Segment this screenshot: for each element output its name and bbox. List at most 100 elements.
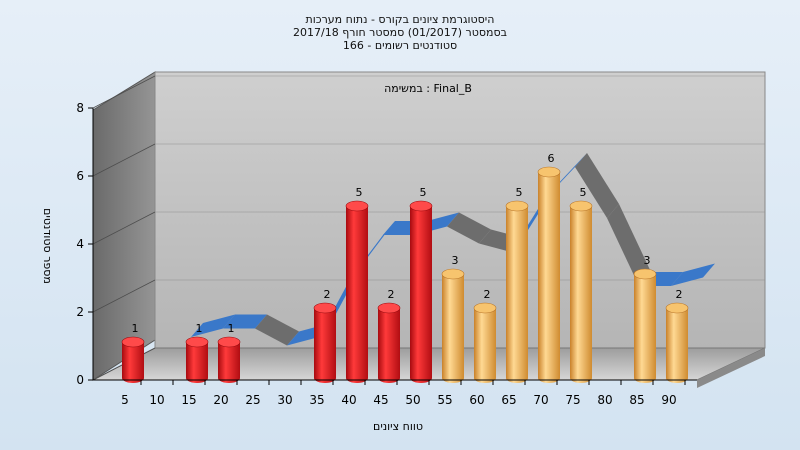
x-tick-label: 20 bbox=[213, 393, 228, 407]
bar-top bbox=[441, 268, 465, 280]
bar-top bbox=[313, 302, 337, 314]
series-annotation: במשימה : Final_B bbox=[384, 82, 472, 95]
bar-body bbox=[570, 206, 592, 383]
x-tick-label: 45 bbox=[373, 393, 388, 407]
x-tick-label: 70 bbox=[533, 393, 548, 407]
x-tick-label: 55 bbox=[437, 393, 452, 407]
bar-body bbox=[474, 308, 496, 383]
y-tick-label: 2 bbox=[76, 305, 84, 319]
y-axis: 0 2 4 6 8 bbox=[76, 101, 94, 387]
bar-top bbox=[569, 200, 593, 212]
bar-value-label: 1 bbox=[228, 322, 235, 335]
trend-segment bbox=[607, 204, 651, 286]
x-tick-label: 30 bbox=[277, 393, 292, 407]
bar-top bbox=[665, 302, 689, 314]
x-tick-label: 5 bbox=[121, 393, 129, 407]
grid-line bbox=[92, 143, 156, 177]
bar-value-label: 2 bbox=[388, 288, 395, 301]
bar: 2 bbox=[665, 288, 689, 383]
bar-body bbox=[634, 274, 656, 383]
bar-value-label: 5 bbox=[580, 186, 587, 199]
bar: 6 bbox=[537, 152, 561, 383]
bar-value-label: 2 bbox=[484, 288, 491, 301]
trend-segment bbox=[223, 314, 267, 329]
x-tick-label: 85 bbox=[629, 393, 644, 407]
bar-body bbox=[506, 206, 528, 383]
trend-segment bbox=[575, 153, 619, 218]
x-tick-label: 25 bbox=[245, 393, 260, 407]
chart-title-line-2: בסמסטר (01/2017) סמסטר חורף 2017/18 bbox=[293, 26, 507, 39]
bar-body bbox=[666, 308, 688, 383]
x-tick-label: 10 bbox=[149, 393, 164, 407]
bar-value-label: 5 bbox=[356, 186, 363, 199]
bar-top bbox=[217, 336, 241, 348]
bar-top bbox=[505, 200, 529, 212]
bar-value-label: 5 bbox=[420, 186, 427, 199]
bar-top bbox=[377, 302, 401, 314]
bar-body bbox=[314, 308, 336, 383]
x-tick-label: 75 bbox=[565, 393, 580, 407]
bar-body bbox=[186, 342, 208, 383]
x-tick-label: 40 bbox=[341, 393, 356, 407]
bar: 3 bbox=[441, 254, 465, 383]
grid-line bbox=[92, 75, 156, 109]
bar-top bbox=[121, 336, 145, 348]
bar-body bbox=[346, 206, 368, 383]
bar-value-label: 6 bbox=[548, 152, 555, 165]
bar: 3 bbox=[633, 254, 657, 383]
chart-title-line-3: סטודנטים רשומים - 166 bbox=[342, 39, 458, 52]
bars-group: 1 1 1 2 5 2 5 3 2 5 6 5 3 2 bbox=[121, 152, 689, 383]
x-tick-label: 15 bbox=[181, 393, 196, 407]
grid-line bbox=[92, 211, 156, 245]
bar: 2 bbox=[377, 288, 401, 383]
bar-top bbox=[185, 336, 209, 348]
bar-body bbox=[218, 342, 240, 383]
trend-segment bbox=[191, 314, 235, 337]
bar-body bbox=[410, 206, 432, 383]
bar-top bbox=[473, 302, 497, 314]
bar: 1 bbox=[185, 322, 209, 383]
y-axis-label: מספר סטודנטים bbox=[41, 208, 54, 284]
y-tick-label: 8 bbox=[76, 101, 84, 115]
bar: 2 bbox=[313, 288, 337, 383]
left-wall bbox=[92, 71, 156, 381]
bar: 5 bbox=[505, 186, 529, 383]
bar-value-label: 5 bbox=[516, 186, 523, 199]
x-tick-label: 65 bbox=[501, 393, 516, 407]
x-axis-label: טווח ציונים bbox=[373, 420, 423, 433]
x-tick-label: 60 bbox=[469, 393, 484, 407]
x-tick-label: 90 bbox=[661, 393, 676, 407]
bar-value-label: 2 bbox=[676, 288, 683, 301]
chart-title-line-1: היסטוגרמת ציונים בקורס - נתוח מערכות bbox=[305, 13, 495, 26]
bar: 1 bbox=[217, 322, 241, 383]
bar-top bbox=[409, 200, 433, 212]
bar-top bbox=[345, 200, 369, 212]
bar-body bbox=[378, 308, 400, 383]
bar: 5 bbox=[409, 186, 433, 383]
bar-value-label: 2 bbox=[324, 288, 331, 301]
trend-segment bbox=[255, 314, 299, 346]
x-tick-label: 35 bbox=[309, 393, 324, 407]
bar-body bbox=[122, 342, 144, 383]
bar-value-label: 3 bbox=[452, 254, 459, 267]
x-tick-label: 80 bbox=[597, 393, 612, 407]
trend-segment bbox=[671, 263, 715, 286]
y-tick-label: 4 bbox=[76, 237, 84, 251]
bar-value-label: 1 bbox=[196, 322, 203, 335]
bar: 2 bbox=[473, 288, 497, 383]
bar: 1 bbox=[121, 322, 145, 383]
grid-line bbox=[92, 279, 156, 313]
bar-top bbox=[633, 268, 657, 280]
x-tick-label: 50 bbox=[405, 393, 420, 407]
y-tick-label: 6 bbox=[76, 169, 84, 183]
floor-front-edge bbox=[697, 348, 765, 388]
bar: 5 bbox=[569, 186, 593, 383]
bar-body bbox=[442, 274, 464, 383]
x-axis: 5 10 15 20 25 30 35 40 45 50 55 60 65 70 75 80 85 90 bbox=[93, 379, 697, 407]
bar-value-label: 3 bbox=[644, 254, 651, 267]
y-tick-label: 0 bbox=[76, 373, 84, 387]
grid-lines bbox=[92, 75, 765, 381]
bar: 5 bbox=[345, 186, 369, 383]
